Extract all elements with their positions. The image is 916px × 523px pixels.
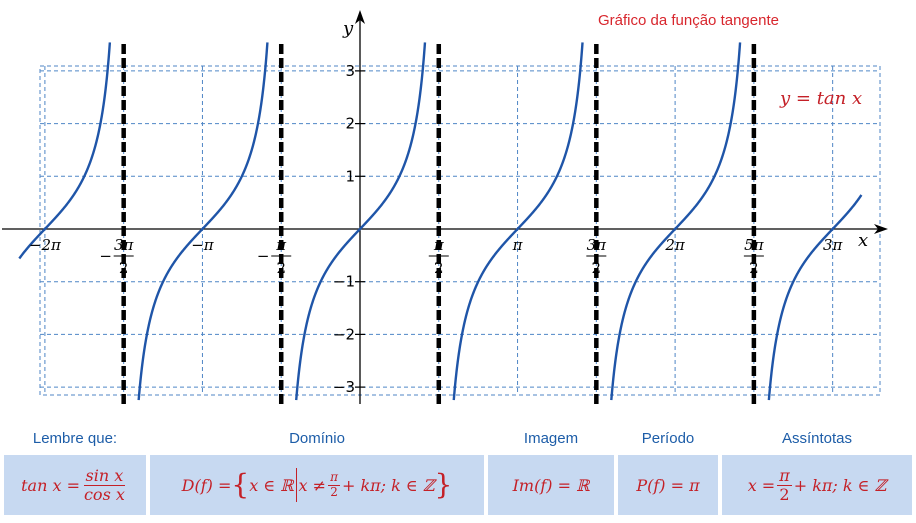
domain-label: Domínio bbox=[289, 430, 345, 447]
asymptotes-tail: + kπ; k ∈ ℤ bbox=[793, 475, 887, 495]
x-tick-label: 5π2 bbox=[743, 236, 765, 277]
asymptotes-den: 2 bbox=[779, 484, 790, 504]
period-box: P(f) = π bbox=[618, 455, 718, 515]
x-tick-sign: − bbox=[99, 247, 112, 265]
tangent-branch bbox=[18, 42, 112, 260]
x-tick-label: 3π 2− bbox=[99, 236, 134, 277]
x-tick-label: 2π bbox=[664, 236, 686, 254]
reminder-lhs: tan x = bbox=[21, 475, 80, 495]
chart-title: Gráfico da função tangente bbox=[598, 12, 779, 29]
x-tick-label: 3π bbox=[823, 236, 844, 254]
reminder-num: sin x bbox=[83, 465, 126, 486]
x-tick-den: 2 bbox=[119, 259, 129, 277]
image-label: Imagem bbox=[523, 430, 579, 447]
y-tick-label: −3 bbox=[333, 378, 355, 396]
asymptotes-label: Assíntotas bbox=[781, 430, 853, 447]
tangent-branch bbox=[610, 42, 742, 401]
tangent-curves bbox=[18, 42, 863, 401]
domain-bar bbox=[295, 468, 297, 502]
domain-num: π bbox=[328, 470, 340, 486]
x-tick-num: 5π bbox=[744, 236, 765, 254]
asymptotes-num: π bbox=[777, 465, 792, 486]
domain-brace-close: } bbox=[434, 468, 453, 501]
x-tick-den: 2 bbox=[276, 259, 286, 277]
x-tick-num: 3π bbox=[587, 236, 608, 254]
domain-box: D(f) = { x ∈ ℝ x ≠ π 2 + kπ; k ∈ ℤ } bbox=[150, 455, 484, 515]
x-tick-label: −2π bbox=[29, 236, 62, 254]
tangent-branch bbox=[295, 42, 427, 401]
asymptotes-fraction: π 2 bbox=[777, 467, 792, 503]
y-tick-label: −1 bbox=[333, 273, 355, 291]
x-tick-sign: − bbox=[257, 247, 270, 265]
x-axis-arrow bbox=[874, 224, 888, 234]
x-tick-num: 3π bbox=[114, 236, 135, 254]
equation-label: y = tan x bbox=[780, 88, 863, 109]
x-tick-label: π2 bbox=[428, 236, 449, 277]
reminder-label: Lembre que: bbox=[32, 430, 118, 447]
image-box: Im(f) = ℝ bbox=[488, 455, 614, 515]
y-tick-labels: 3 2 1 −1 −2 −3 bbox=[333, 62, 365, 396]
tangent-branch bbox=[137, 42, 269, 401]
y-axis-arrow bbox=[355, 10, 365, 24]
x-tick-label: π 2− bbox=[257, 236, 292, 277]
tangent-branch bbox=[452, 42, 584, 401]
tangent-branch bbox=[767, 194, 863, 401]
asymptotes-box: x = π 2 + kπ; k ∈ ℤ bbox=[722, 455, 912, 515]
x-tick-num: π bbox=[433, 236, 445, 254]
y-tick-label: 1 bbox=[345, 167, 355, 185]
domain-lhs: D(f) = bbox=[181, 475, 232, 495]
domain-tail: + kπ; k ∈ ℤ bbox=[341, 475, 435, 495]
reminder-box: tan x = sin x cos x bbox=[4, 455, 146, 515]
asymptotes bbox=[121, 44, 757, 404]
domain-set-start: x ∈ ℝ bbox=[249, 475, 294, 495]
x-tick-den: 2 bbox=[749, 259, 759, 277]
y-tick-label: 3 bbox=[345, 62, 355, 80]
x-tick-label: −π bbox=[191, 236, 215, 254]
domain-fraction: π 2 bbox=[328, 471, 340, 498]
domain-brace-open: { bbox=[231, 468, 250, 501]
x-tick-num: π bbox=[275, 236, 287, 254]
x-tick-label: π bbox=[512, 236, 524, 254]
x-tick-den: 2 bbox=[592, 259, 602, 277]
domain-cond: x ≠ bbox=[298, 475, 327, 495]
y-tick-label: 2 bbox=[345, 115, 355, 133]
period-expr: P(f) = π bbox=[636, 475, 700, 495]
domain-den: 2 bbox=[330, 484, 338, 499]
reminder-den: cos x bbox=[83, 484, 125, 504]
period-label: Período bbox=[641, 430, 695, 447]
x-tick-den: 2 bbox=[434, 259, 444, 277]
image-expr: Im(f) = ℝ bbox=[512, 475, 590, 495]
asymptotes-lhs: x = bbox=[747, 475, 776, 495]
reminder-fraction: sin x cos x bbox=[82, 467, 127, 503]
x-tick-label: 3π2 bbox=[586, 236, 607, 277]
x-axis-label: x bbox=[858, 230, 868, 251]
y-tick-label: −2 bbox=[333, 325, 355, 343]
y-axis-label: y bbox=[342, 18, 354, 39]
